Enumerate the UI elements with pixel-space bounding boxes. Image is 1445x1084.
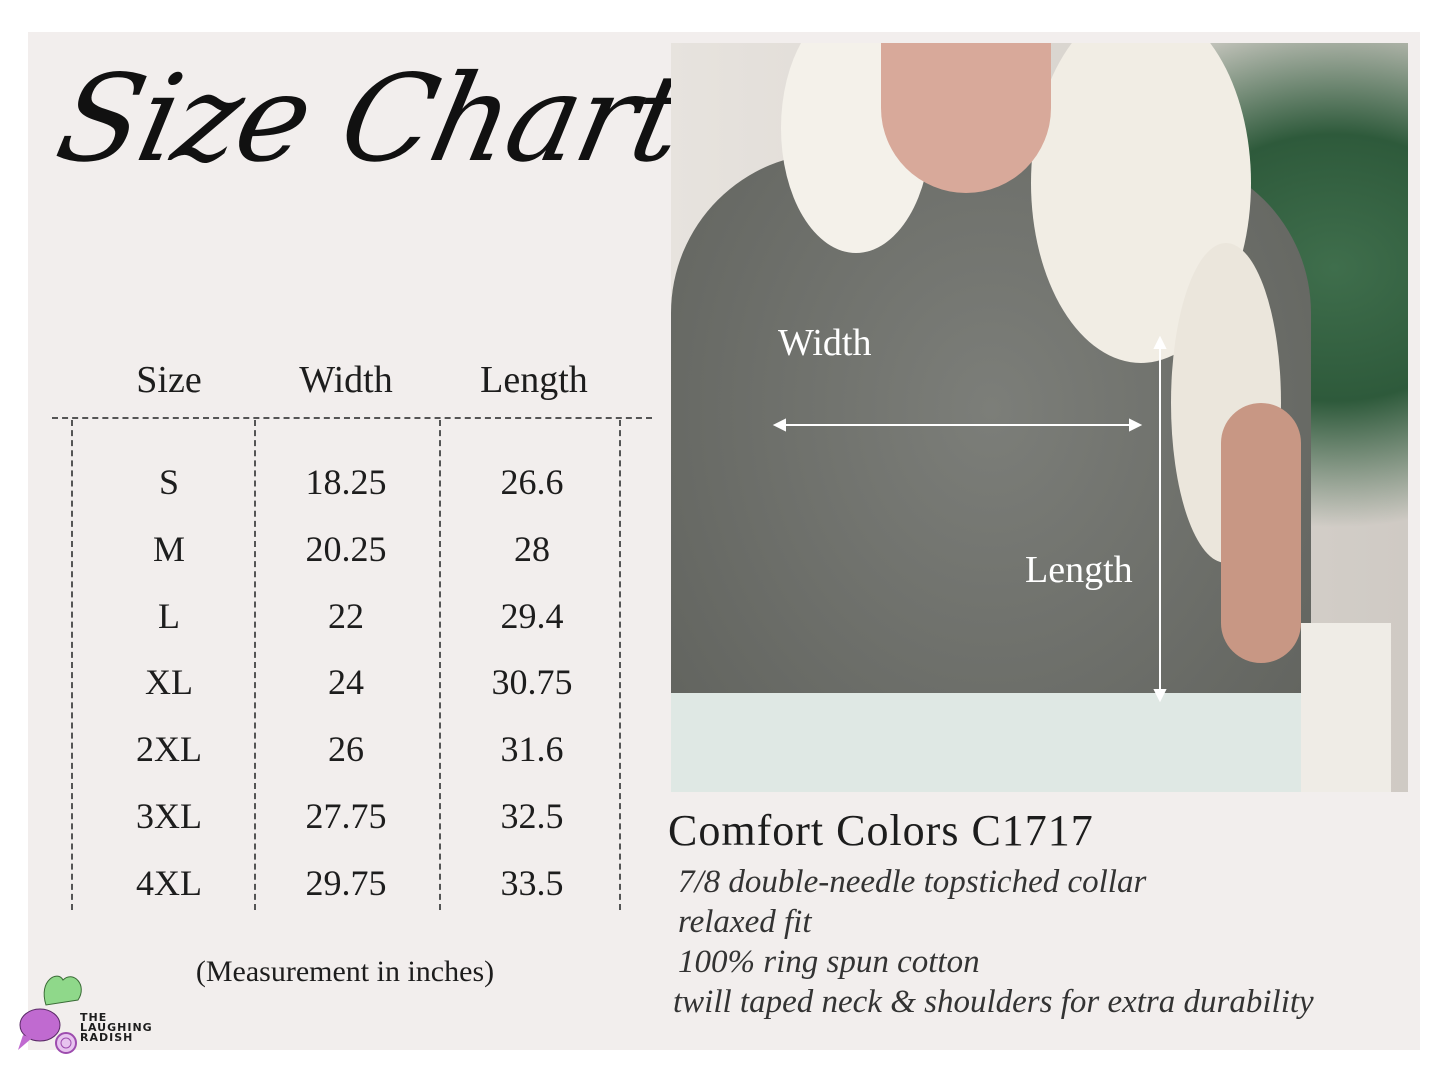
cell-size: 3XL: [136, 796, 202, 836]
model-photo: Width Length: [671, 43, 1408, 792]
cell-length: 33.5: [500, 862, 564, 903]
header-length: Length: [480, 359, 588, 401]
length-label: Length: [1025, 549, 1133, 591]
radish-logo-icon: [18, 975, 82, 1054]
header-size: Size: [136, 359, 202, 401]
logo-text-line: RADISH: [80, 1031, 134, 1044]
cell-length: 26.6: [500, 462, 564, 502]
cell-size: S: [158, 462, 180, 502]
cell-length: 31.6: [500, 729, 564, 770]
cell-length: 32.5: [500, 796, 564, 836]
cell-width: 29.75: [305, 862, 387, 903]
cell-size: 4XL: [136, 862, 202, 903]
cell-size: 2XL: [136, 729, 202, 770]
cell-width: 27.75: [305, 796, 387, 836]
feature-item: relaxed fit: [678, 904, 812, 940]
feature-item: twill taped neck & shoulders for extra d…: [673, 984, 1314, 1020]
table-column-divider: [619, 420, 621, 910]
measurement-arrows: [772, 335, 1167, 703]
header-width: Width: [299, 359, 393, 401]
table-column-divider: [71, 420, 73, 910]
feature-item: 100% ring spun cotton: [678, 944, 980, 980]
feature-item: 7/8 double-needle topstiched collar: [678, 864, 1147, 900]
cell-length: 29.4: [500, 595, 564, 636]
measurement-note: (Measurement in inches): [195, 955, 495, 988]
logo-text-line: LAUGHING: [80, 1021, 153, 1034]
table-header-divider: [52, 417, 652, 419]
cell-length: 30.75: [491, 662, 573, 703]
cell-width: 24: [328, 662, 364, 703]
logo-text: THE LAUGHING RADISH: [80, 1011, 153, 1044]
cell-size: M: [152, 528, 185, 569]
product-name: Comfort Colors C1717: [668, 806, 1094, 855]
cell-size: L: [158, 595, 180, 636]
cell-width: 26: [328, 729, 364, 770]
cell-width: 22: [328, 595, 364, 636]
table-column-divider: [254, 420, 256, 910]
cell-width: 20.25: [305, 528, 387, 569]
cell-size: XL: [145, 662, 193, 703]
width-label: Width: [778, 322, 872, 364]
table-column-divider: [439, 420, 441, 910]
logo-text-line: THE: [80, 1011, 108, 1024]
cell-length: 28: [514, 528, 550, 569]
cell-width: 18.25: [305, 462, 387, 502]
size-chart-title: Size Chart: [45, 50, 695, 189]
